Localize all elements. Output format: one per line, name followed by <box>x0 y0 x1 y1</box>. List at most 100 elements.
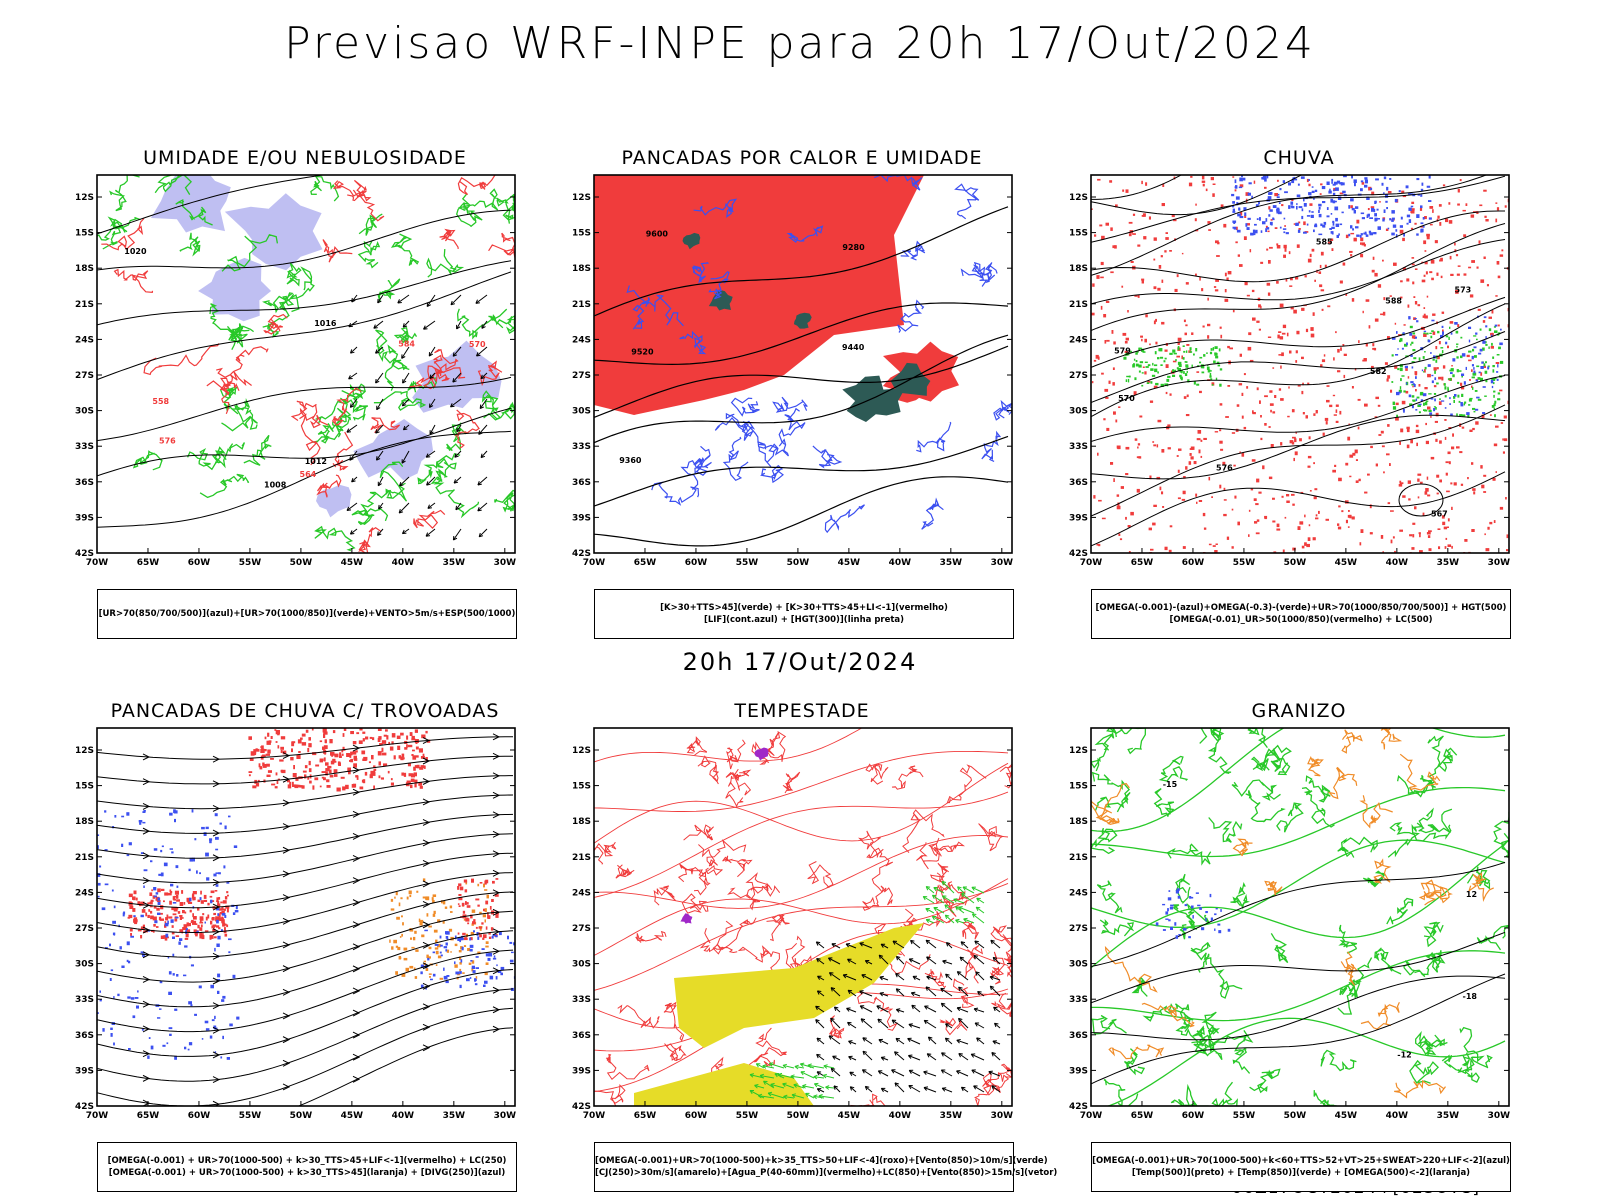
rain-dot-red <box>1375 396 1379 400</box>
rain-dot-green <box>1141 372 1144 374</box>
storm-dot-red <box>210 920 213 925</box>
storm-dot-red <box>377 751 382 756</box>
wind-vector-head <box>862 1050 868 1056</box>
thickness-contour-red <box>347 179 372 202</box>
water-contour-red <box>683 824 714 841</box>
streamline-arrow <box>422 1003 431 1011</box>
rain-dot-blue <box>1454 394 1457 397</box>
rain-dot-red <box>1321 308 1324 311</box>
rain-dot-green <box>1492 377 1496 381</box>
rain-dot-red <box>1443 526 1448 530</box>
rain-dot-blue <box>1387 227 1390 230</box>
wind-vector-head <box>876 1005 881 1010</box>
rain-dot-red <box>1375 463 1378 467</box>
rain-dot-green <box>1218 348 1221 352</box>
rain-dot-red <box>1337 526 1342 530</box>
pressure-contour <box>97 209 512 271</box>
divergence-dot-blue <box>443 975 448 980</box>
rain-dot-red <box>1125 446 1130 450</box>
storm-dot-red <box>308 768 312 773</box>
rain-dot-green <box>1458 370 1462 372</box>
storm-dot-orange <box>428 925 432 928</box>
rain-dot-red <box>1125 473 1129 476</box>
lif-contour-blue <box>897 299 925 333</box>
streamline-arrow <box>422 982 431 990</box>
rain-dot-blue <box>1474 408 1479 411</box>
streamline-arrow <box>142 1099 151 1106</box>
rain-dot-blue <box>1496 371 1499 373</box>
storm-dot-red <box>356 776 359 780</box>
wind-vector <box>908 1055 921 1061</box>
rain-dot-green <box>1147 364 1151 367</box>
storm-dot-red <box>194 931 198 935</box>
wind-vector-head <box>450 300 456 306</box>
storm-dot-red <box>281 769 286 774</box>
rain-dot-blue <box>1329 228 1332 230</box>
rain-dot-red <box>1444 419 1447 421</box>
rain-dot-blue <box>1311 190 1315 193</box>
streamline-arrow <box>492 986 501 994</box>
divergence-dot-blue <box>126 941 130 946</box>
temp850-contour-green <box>1153 788 1175 817</box>
rain-dot-red <box>1432 313 1436 316</box>
divergence-dot-blue <box>101 907 106 911</box>
wind-vector-head <box>879 975 884 981</box>
wind-vector-head <box>953 898 958 903</box>
map-chuva[interactable]: 58858558257957657357056712S15S18S21S24S2… <box>1069 171 1529 591</box>
rain-dot-red <box>1196 438 1201 441</box>
rain-dot-red <box>1380 313 1384 316</box>
rain-dot-red <box>1433 385 1437 388</box>
rain-dot-blue <box>1361 217 1365 220</box>
map-umidade[interactable]: 100810121016102057057656455858412S15S18S… <box>75 171 535 591</box>
rain-dot-red <box>1326 399 1330 403</box>
temp850-contour-green <box>1208 817 1243 843</box>
storm-dot-red <box>339 752 342 757</box>
rain-dot-red <box>1124 341 1128 344</box>
storm-dot-red <box>200 920 202 923</box>
rain-dot-green <box>1411 395 1415 398</box>
rain-dot-red <box>1212 183 1216 185</box>
divergence-dot-blue <box>483 984 486 987</box>
lif-contour-blue <box>824 504 865 534</box>
storm-dot-red <box>160 935 165 939</box>
wind-vector <box>908 1085 921 1093</box>
moisture-area-lavender <box>224 193 323 271</box>
omega-contour-orange <box>1380 728 1403 750</box>
rain-dot-red <box>1253 498 1257 501</box>
wind-vector <box>894 1051 905 1061</box>
rain-dot-red <box>1134 295 1138 297</box>
rain-dot-blue <box>1320 223 1323 227</box>
rain-dot-red <box>1358 478 1361 482</box>
storm-dot-orange <box>441 900 443 904</box>
wind-vector-head <box>880 943 886 948</box>
rain-dot-red <box>1297 384 1301 387</box>
map-granizo[interactable]: -12-15-181212S15S18S21S24S27S30S33S36S39… <box>1069 724 1529 1144</box>
storm-dot-red <box>169 889 172 893</box>
rain-dot-green <box>1183 350 1186 353</box>
contour-label: 9280 <box>842 243 865 252</box>
water-contour-red <box>653 885 676 906</box>
rain-dot-blue <box>1408 394 1412 398</box>
rain-dot-blue <box>1323 221 1327 225</box>
contour-label: 567 <box>1431 510 1448 519</box>
rain-dot-red <box>1292 503 1295 506</box>
storm-dot-red <box>222 922 226 927</box>
panel-title: CHUVA <box>1263 147 1335 169</box>
storm-dot-red <box>420 765 425 769</box>
omega-contour-orange <box>1467 872 1494 902</box>
wind-vector <box>992 956 1001 965</box>
wind-vector-head <box>453 479 459 484</box>
wind-vector <box>860 1018 873 1029</box>
storm-dot-red <box>307 748 310 753</box>
wind-vector <box>348 372 358 380</box>
storm-dot-red <box>319 760 323 763</box>
rain-dot-red <box>1167 424 1171 427</box>
storm-dot-orange <box>397 946 401 951</box>
rain-dot-red <box>1153 444 1157 447</box>
rain-dot-red <box>1410 209 1414 213</box>
storm-dot-red <box>197 907 200 911</box>
rain-dot-red <box>1302 412 1305 415</box>
